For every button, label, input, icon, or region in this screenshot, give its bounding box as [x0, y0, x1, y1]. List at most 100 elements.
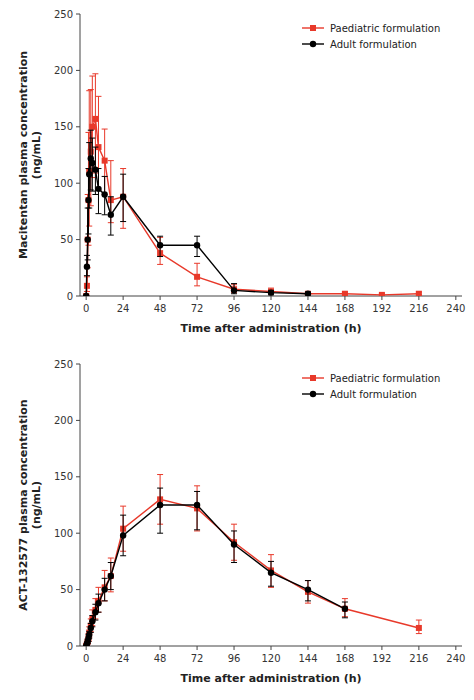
point [89, 618, 95, 624]
point [120, 194, 126, 200]
y-tick [76, 296, 80, 297]
y-tick-label: 50 [60, 234, 73, 245]
error-bar [231, 531, 237, 563]
x-axis-label: Time after administration (h) [180, 322, 361, 335]
point [85, 237, 91, 243]
legend-label: Paediatric formulation [330, 373, 440, 384]
series-line [86, 158, 308, 296]
point [194, 242, 200, 248]
error-bar [120, 169, 126, 229]
figure: 0244872961201441681922162400501001502002… [0, 0, 474, 700]
series [83, 488, 348, 646]
x-tick [86, 646, 87, 650]
point [95, 600, 101, 606]
point [83, 293, 89, 296]
y-tick-label: 0 [67, 641, 73, 652]
error-bar [231, 284, 237, 294]
error-bar [95, 169, 101, 214]
point [85, 197, 91, 203]
x-tick-label: 48 [154, 653, 167, 664]
y-tick [76, 239, 80, 240]
x-tick-label: 192 [372, 653, 391, 664]
y-axis-label-line: (ng/mL) [30, 481, 43, 529]
point [85, 236, 91, 242]
x-tick [160, 296, 161, 300]
x-tick [344, 296, 345, 300]
series-line [86, 505, 345, 646]
point [108, 573, 114, 579]
y-tick-label: 200 [54, 415, 73, 426]
y-tick-label: 250 [54, 9, 73, 20]
x-tick-label: 72 [191, 303, 204, 314]
x-tick [234, 646, 235, 650]
y-axis-label-line: ACT-132577 plasma concentration [17, 399, 30, 610]
error-bar [157, 236, 163, 256]
y-tick-label: 0 [67, 291, 73, 302]
x-tick [197, 296, 198, 300]
error-bar [108, 197, 114, 235]
point [194, 502, 200, 508]
point [95, 186, 101, 192]
point [101, 586, 107, 592]
error-bar [108, 161, 114, 223]
x-tick-label: 24 [117, 653, 130, 664]
y-tick [76, 476, 80, 477]
x-tick-label: 144 [298, 653, 317, 664]
error-bar [120, 515, 126, 556]
x-tick [307, 646, 308, 650]
point [157, 502, 163, 508]
error-bar [268, 290, 274, 295]
x-tick-label: 216 [409, 653, 428, 664]
panel: 0244872961201441681922162400501001502002… [17, 9, 465, 336]
x-tick [123, 296, 124, 300]
legend-label: Adult formulation [330, 39, 417, 50]
point [86, 171, 92, 177]
point [379, 292, 385, 296]
point [120, 532, 126, 538]
x-tick-label: 216 [409, 303, 428, 314]
error-bar [88, 623, 94, 632]
point [88, 625, 94, 631]
error-bar [84, 255, 90, 275]
point [416, 291, 422, 296]
error-bar [416, 620, 422, 634]
point [342, 606, 348, 612]
point [342, 606, 348, 612]
error-bar [102, 578, 108, 601]
point [85, 197, 91, 203]
x-tick-label: 48 [154, 303, 167, 314]
y-tick-label: 200 [54, 65, 73, 76]
point [92, 116, 98, 122]
x-tick-label: 168 [335, 303, 354, 314]
series [83, 475, 422, 646]
panel: 0244872961201441681922162400501001502002… [17, 359, 465, 686]
point [108, 573, 114, 579]
y-tick [76, 589, 80, 590]
point [89, 160, 95, 166]
y-tick [76, 364, 80, 365]
x-tick [123, 646, 124, 650]
legend: Paediatric formulationAdult formulation [302, 373, 440, 400]
error-bar [342, 602, 348, 618]
y-tick-label: 250 [54, 359, 73, 370]
point [108, 212, 114, 218]
error-bar [108, 558, 114, 592]
legend-swatch-marker [310, 25, 316, 31]
y-tick [76, 646, 80, 647]
error-bar [194, 491, 200, 529]
error-bar [92, 604, 98, 620]
x-tick-label: 120 [261, 653, 280, 664]
x-tick [455, 646, 456, 650]
y-tick-label: 150 [54, 471, 73, 482]
legend: Paediatric formulationAdult formulation [302, 23, 440, 50]
point [305, 586, 311, 592]
legend-swatch-marker [310, 41, 316, 47]
series-line [86, 499, 419, 646]
point [92, 609, 98, 615]
x-tick-label: 72 [191, 653, 204, 664]
y-tick-label: 50 [60, 584, 73, 595]
point [305, 291, 311, 296]
point [84, 263, 90, 269]
y-axis-label-line: (ng/mL) [30, 131, 43, 179]
error-bar [89, 138, 95, 191]
